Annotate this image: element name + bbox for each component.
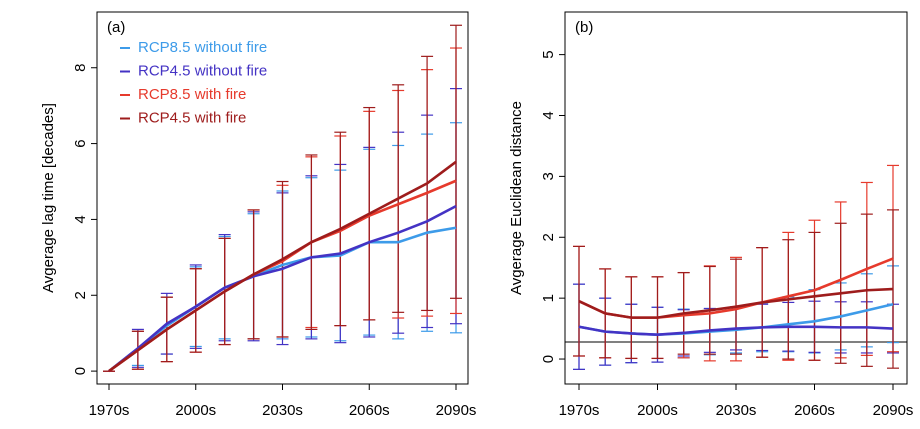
y-axis-label: Avgerage lag time [decades] [40, 103, 57, 293]
y-tick-label: 8 [72, 64, 89, 72]
y-tick-label: 3 [540, 172, 557, 180]
y-tick-label: 5 [540, 50, 557, 58]
x-tick-label: 2060s [349, 402, 390, 419]
y-tick-label: 2 [540, 233, 557, 241]
legend-label: RCP8.5 without fire [138, 39, 267, 56]
panel-label: (b) [575, 19, 593, 36]
series-line [578, 287, 894, 319]
y-tick-label: 0 [72, 367, 89, 375]
x-tick-label: 2090s [873, 402, 914, 419]
y-tick-label: 1 [540, 294, 557, 302]
legend-label: RCP4.5 without fire [138, 62, 267, 79]
y-tick-label: 2 [72, 291, 89, 299]
x-tick-label: 2060s [794, 402, 835, 419]
legend-label: RCP8.5 with fire [138, 86, 246, 103]
x-tick-label: 1970s [559, 402, 600, 419]
y-tick-label: 4 [72, 215, 89, 223]
x-tick-label: 2000s [637, 402, 678, 419]
x-tick-label: 2090s [436, 402, 477, 419]
x-tick-label: 2030s [716, 402, 757, 419]
x-tick-label: 2000s [175, 402, 216, 419]
x-tick-label: 1970s [89, 402, 130, 419]
series-line [108, 205, 457, 373]
y-tick-label: 0 [540, 355, 557, 363]
y-axis-label: Avgerage Euclidean distance [508, 101, 525, 295]
x-tick-label: 2030s [262, 402, 303, 419]
legend-label: RCP4.5 with fire [138, 109, 246, 126]
panel-label: (a) [107, 19, 125, 36]
series-line [108, 226, 457, 373]
series-line [108, 160, 457, 373]
y-tick-label: 4 [540, 111, 557, 119]
series-line [578, 325, 894, 336]
y-tick-label: 6 [72, 139, 89, 147]
